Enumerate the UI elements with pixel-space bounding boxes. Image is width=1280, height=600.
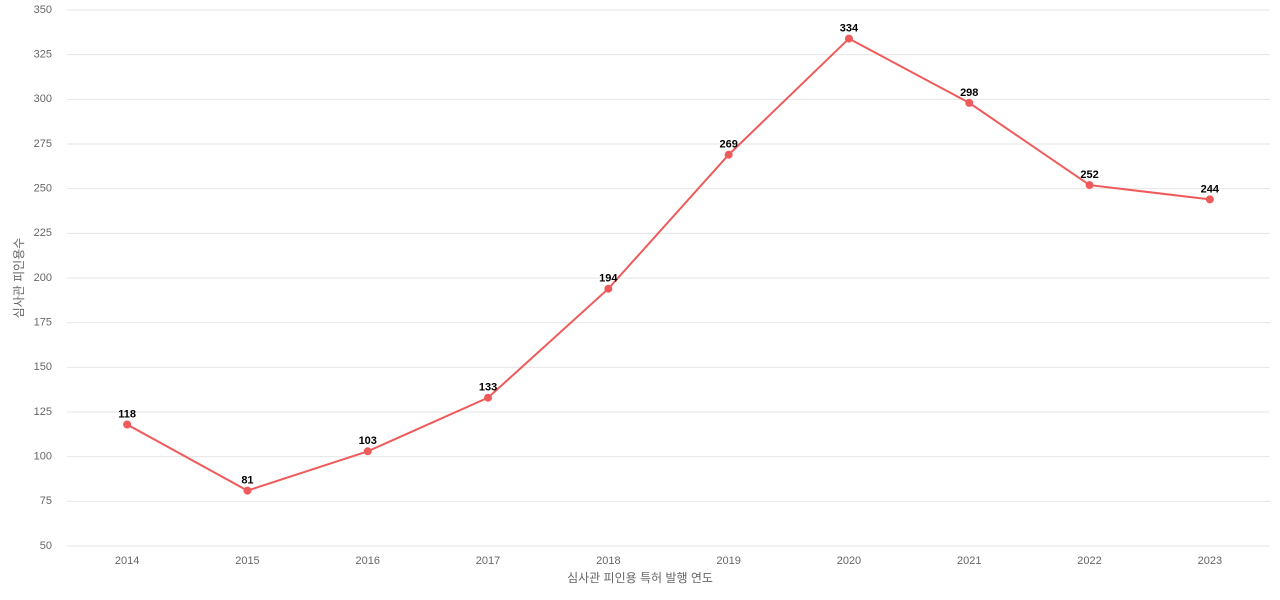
point — [484, 393, 493, 402]
data-label: 298 — [960, 87, 978, 99]
data-label: 334 — [840, 22, 859, 34]
x-tick-label: 2018 — [596, 555, 620, 567]
x-tick-label: 2023 — [1198, 555, 1222, 567]
point — [1205, 195, 1214, 204]
x-tick-label: 2020 — [837, 555, 861, 567]
point — [604, 284, 613, 293]
point — [965, 98, 974, 107]
y-tick-label: 125 — [34, 406, 52, 418]
x-tick-label: 2015 — [235, 555, 259, 567]
y-tick-label: 300 — [34, 93, 52, 105]
point — [1085, 181, 1094, 190]
point — [363, 447, 372, 456]
x-tick-label: 2014 — [115, 555, 139, 567]
data-label: 81 — [241, 475, 253, 487]
data-label: 252 — [1080, 169, 1098, 181]
point — [123, 420, 132, 429]
data-label: 269 — [719, 139, 737, 151]
y-tick-label: 100 — [34, 451, 52, 463]
point — [844, 34, 853, 43]
y-tick-label: 75 — [40, 495, 52, 507]
y-tick-label: 250 — [34, 183, 52, 195]
data-label: 194 — [599, 273, 618, 285]
data-label: 133 — [479, 382, 497, 394]
y-tick-label: 275 — [34, 138, 52, 150]
line — [126, 37, 1210, 492]
x-axis-label: 심사관 피인용 특허 발행 연도 — [567, 570, 713, 585]
point — [724, 150, 733, 159]
data-label: 244 — [1201, 183, 1220, 195]
x-tick-label: 2021 — [957, 555, 981, 567]
y-tick-label: 200 — [34, 272, 52, 284]
y-tick-label: 350 — [34, 4, 52, 16]
data-label: 103 — [359, 435, 377, 447]
x-tick-label: 2017 — [476, 555, 500, 567]
x-tick-label: 2016 — [356, 555, 380, 567]
point — [243, 486, 252, 495]
y-tick-label: 225 — [34, 227, 52, 239]
y-tick-label: 150 — [34, 361, 52, 373]
y-tick-label: 50 — [40, 540, 52, 552]
x-tick-label: 2022 — [1077, 555, 1101, 567]
y-axis-label: 심사관 피인용수 — [12, 238, 26, 319]
y-tick-label: 325 — [34, 49, 52, 61]
data-label: 118 — [118, 408, 136, 420]
x-tick-label: 2019 — [716, 555, 740, 567]
y-tick-label: 175 — [34, 317, 52, 329]
